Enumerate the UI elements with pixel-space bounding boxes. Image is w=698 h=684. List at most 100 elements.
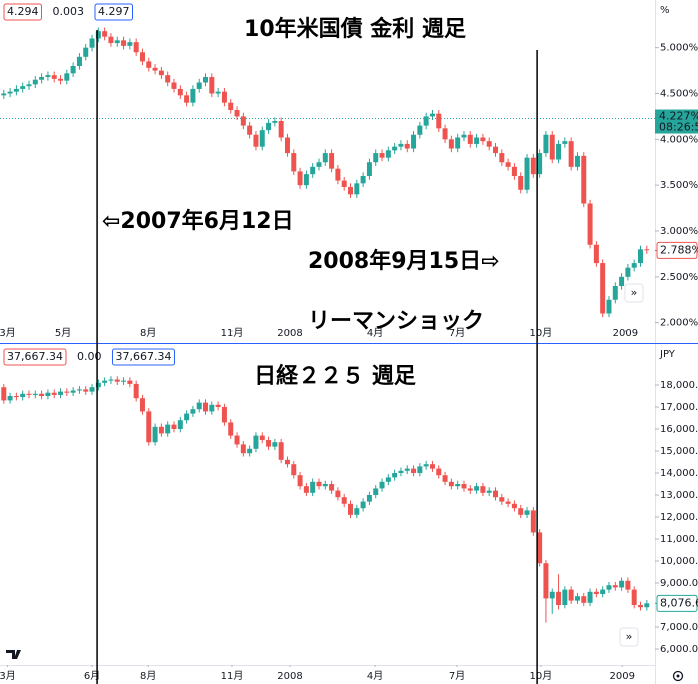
candle-body bbox=[127, 380, 133, 384]
candle-body bbox=[165, 424, 171, 434]
candle-body bbox=[209, 77, 215, 94]
candle-body bbox=[366, 162, 372, 176]
candle-body bbox=[574, 155, 580, 167]
candle-body bbox=[51, 75, 57, 79]
candle-body bbox=[600, 589, 606, 595]
candle-body bbox=[354, 508, 360, 515]
header-value-box bbox=[49, 4, 87, 20]
candle-body bbox=[619, 276, 625, 286]
candle-body bbox=[70, 390, 76, 393]
candle-body bbox=[13, 396, 19, 398]
candle-body bbox=[228, 422, 234, 436]
y-tick-label: 3.500% bbox=[660, 180, 698, 191]
y-tick-label: 6,000.00 bbox=[660, 644, 698, 655]
candle-body bbox=[89, 387, 95, 392]
candle-body bbox=[7, 396, 13, 401]
candle-body bbox=[493, 490, 499, 498]
candle-body bbox=[272, 442, 278, 447]
candle-body bbox=[524, 157, 530, 190]
candle-body bbox=[108, 36, 114, 44]
price-tag: 4.227% bbox=[659, 110, 698, 123]
candle-body bbox=[429, 464, 435, 469]
candle-body bbox=[297, 475, 303, 487]
candle-body bbox=[20, 86, 26, 89]
y-tick-label: 7,000.00 bbox=[660, 622, 698, 633]
y-tick-label: 3.000% bbox=[660, 226, 698, 237]
candle-body bbox=[581, 155, 587, 204]
candle-body bbox=[39, 77, 45, 80]
candle-body bbox=[58, 78, 64, 81]
candle-body bbox=[329, 153, 335, 169]
candle-body bbox=[360, 176, 366, 184]
candle-body bbox=[146, 411, 152, 443]
candle-body bbox=[20, 393, 26, 398]
candle-body bbox=[644, 249, 650, 251]
candle-body bbox=[631, 263, 637, 268]
pane-title: 10年米国債 金利 週足 bbox=[244, 16, 466, 42]
candle-body bbox=[284, 137, 290, 154]
settings-icon[interactable] bbox=[672, 670, 684, 682]
candle-body bbox=[348, 187, 354, 195]
candle-body bbox=[83, 47, 89, 57]
annotation: リーマンショック bbox=[308, 309, 484, 334]
candle-body bbox=[474, 486, 480, 491]
candle-body bbox=[121, 380, 127, 382]
candle-body bbox=[448, 481, 454, 487]
annotation: 2008年9月15日⇨ bbox=[308, 248, 500, 274]
unit-label: % bbox=[660, 5, 670, 16]
candle-body bbox=[221, 407, 227, 423]
candle-body bbox=[461, 134, 467, 138]
scroll-button[interactable]: » bbox=[624, 283, 644, 303]
x-tick-label: 4月 bbox=[367, 327, 383, 339]
candle-body bbox=[284, 459, 290, 465]
candle-body bbox=[486, 141, 492, 147]
unit-label: JPY bbox=[659, 349, 676, 360]
candle-body bbox=[203, 402, 209, 412]
x-tick-label: 5月 bbox=[55, 327, 71, 339]
y-tick-label: 5.000% bbox=[660, 43, 698, 54]
candle-body bbox=[297, 171, 303, 186]
candle-body bbox=[581, 596, 587, 603]
candle-body bbox=[114, 379, 120, 382]
candle-body bbox=[530, 510, 536, 533]
candle-body bbox=[423, 116, 429, 126]
candle-body bbox=[511, 503, 517, 509]
y-tick-label: 13,000.00 bbox=[660, 490, 698, 501]
candle-body bbox=[32, 79, 38, 85]
header-value: 0.00 bbox=[77, 350, 102, 363]
candle-body bbox=[505, 501, 511, 504]
candle-body bbox=[139, 398, 145, 412]
candle-body bbox=[184, 95, 190, 103]
scroll-button-box bbox=[619, 627, 639, 647]
candle-body bbox=[253, 435, 259, 449]
candle-body bbox=[411, 134, 417, 149]
header-value-box bbox=[111, 348, 175, 366]
candle-body bbox=[291, 153, 297, 172]
candle-body bbox=[196, 82, 202, 89]
candle-body bbox=[171, 82, 177, 89]
candle-body bbox=[499, 497, 505, 502]
candle-body bbox=[398, 143, 404, 147]
last-tag-box bbox=[656, 241, 698, 259]
candle-body bbox=[83, 389, 89, 392]
x-tick-label: 2008 bbox=[277, 671, 302, 682]
candle-body bbox=[95, 31, 101, 39]
x-tick-label: 7月 bbox=[449, 327, 465, 339]
candle-body bbox=[493, 146, 499, 154]
candle-body bbox=[549, 591, 555, 599]
candle-body bbox=[1, 387, 7, 401]
candle-body bbox=[511, 166, 517, 176]
candle-body bbox=[76, 389, 82, 391]
pane-title: 日経２２５ 週足 bbox=[254, 363, 416, 389]
x-tick-label: 8月 bbox=[140, 327, 156, 339]
candle-body bbox=[379, 153, 385, 158]
candle-body bbox=[89, 38, 95, 48]
candle-body bbox=[518, 176, 524, 190]
candle-body bbox=[316, 162, 322, 167]
scroll-button[interactable]: » bbox=[619, 627, 639, 647]
candle-body bbox=[158, 70, 164, 76]
candle-body bbox=[385, 477, 391, 482]
candle-body bbox=[152, 426, 158, 443]
countdown: 08:26:51 bbox=[659, 121, 698, 134]
candle-body bbox=[404, 143, 410, 149]
